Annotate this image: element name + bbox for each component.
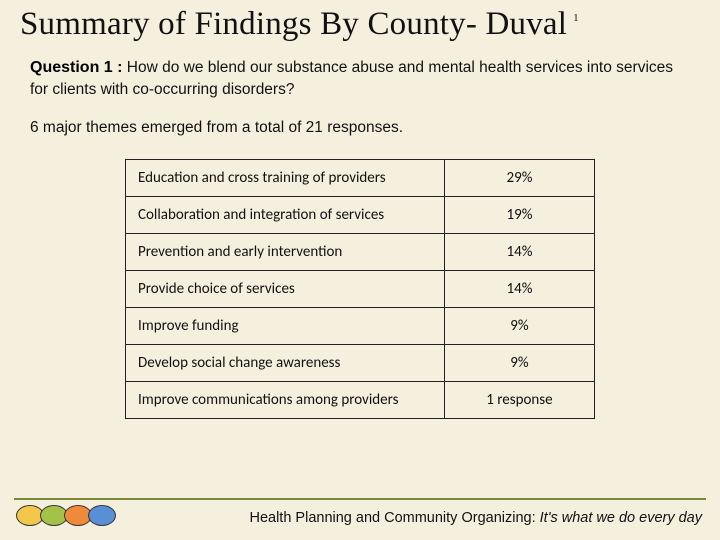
theme-cell: Education and cross training of provider… xyxy=(126,159,445,196)
theme-cell: Collaboration and integration of service… xyxy=(126,196,445,233)
percent-cell: 14% xyxy=(444,233,594,270)
theme-cell: Prevention and early intervention xyxy=(126,233,445,270)
percent-cell: 9% xyxy=(444,307,594,344)
footer: Health Planning and Community Organizing… xyxy=(0,498,720,528)
table-row: Improve communications among providers1 … xyxy=(126,381,595,418)
table-row: Provide choice of services14% xyxy=(126,270,595,307)
themes-table: Education and cross training of provider… xyxy=(125,159,595,419)
table-row: Improve funding9% xyxy=(126,307,595,344)
question-label: Question 1 : xyxy=(30,59,122,76)
footer-text-plain: Health Planning and Community Organizing… xyxy=(249,510,535,526)
theme-cell: Provide choice of services xyxy=(126,270,445,307)
percent-cell: 14% xyxy=(444,270,594,307)
theme-cell: Improve funding xyxy=(126,307,445,344)
percent-cell: 29% xyxy=(444,159,594,196)
theme-cell: Develop social change awareness xyxy=(126,344,445,381)
footer-rule xyxy=(14,498,706,500)
table-row: Prevention and early intervention14% xyxy=(126,233,595,270)
summary-line: 6 major themes emerged from a total of 2… xyxy=(0,101,720,137)
percent-cell: 1 response xyxy=(444,381,594,418)
title-footnote-marker: 1 xyxy=(573,12,579,24)
footer-text-em: It's what we do every day xyxy=(536,510,702,526)
theme-cell: Improve communications among providers xyxy=(126,381,445,418)
percent-cell: 9% xyxy=(444,344,594,381)
oval-icon xyxy=(88,505,116,526)
footer-text: Health Planning and Community Organizing… xyxy=(249,510,702,526)
page-title: Summary of Findings By County- Duval xyxy=(20,6,567,43)
footer-ovals xyxy=(16,505,112,526)
table-row: Collaboration and integration of service… xyxy=(126,196,595,233)
percent-cell: 19% xyxy=(444,196,594,233)
question-1: Question 1 : How do we blend our substan… xyxy=(30,57,690,101)
question-text: How do we blend our substance abuse and … xyxy=(30,59,673,98)
table-row: Education and cross training of provider… xyxy=(126,159,595,196)
table-row: Develop social change awareness9% xyxy=(126,344,595,381)
